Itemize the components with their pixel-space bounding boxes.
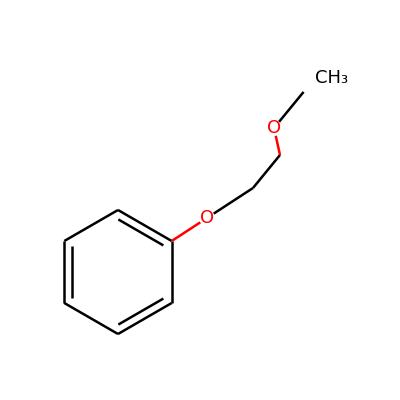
Text: O: O: [200, 209, 214, 227]
Text: O: O: [267, 119, 281, 137]
Text: CH₃: CH₃: [315, 69, 348, 87]
